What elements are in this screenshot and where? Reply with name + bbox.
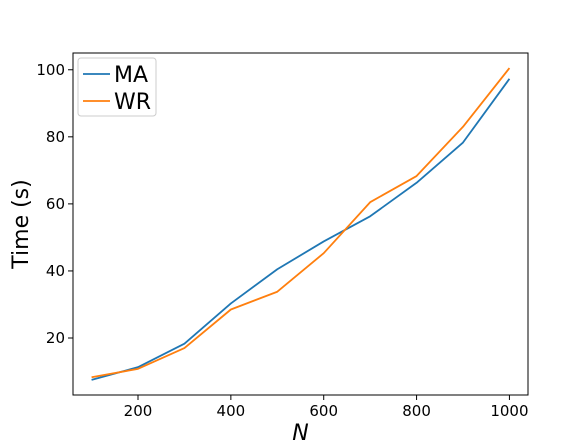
- y-axis-title: Time (s): [9, 179, 34, 269]
- x-tick-label: 1000: [490, 402, 528, 420]
- x-axis-ticks: 200 400 600 800 1000: [124, 395, 529, 420]
- x-tick-label: 600: [309, 402, 338, 420]
- legend: MA WR: [77, 57, 157, 117]
- y-tick-label: 20: [46, 329, 65, 347]
- series-line-wr: [91, 67, 511, 379]
- series-line-ma: [91, 78, 511, 381]
- x-tick-label: 200: [124, 402, 153, 420]
- x-axis-title: N: [292, 421, 308, 445]
- legend-label-wr: WR: [114, 90, 151, 115]
- y-tick-label: 80: [46, 128, 65, 146]
- plot-frame: [72, 52, 529, 396]
- y-tick-label: 60: [46, 195, 65, 213]
- x-tick-label: 800: [402, 402, 431, 420]
- y-tick-label: 100: [36, 61, 65, 79]
- y-axis-ticks: 20 40 60 80 100: [36, 61, 73, 347]
- legend-label-ma: MA: [114, 63, 148, 88]
- series-layer: [91, 67, 511, 381]
- x-tick-label: 400: [217, 402, 246, 420]
- y-tick-label: 40: [46, 262, 65, 280]
